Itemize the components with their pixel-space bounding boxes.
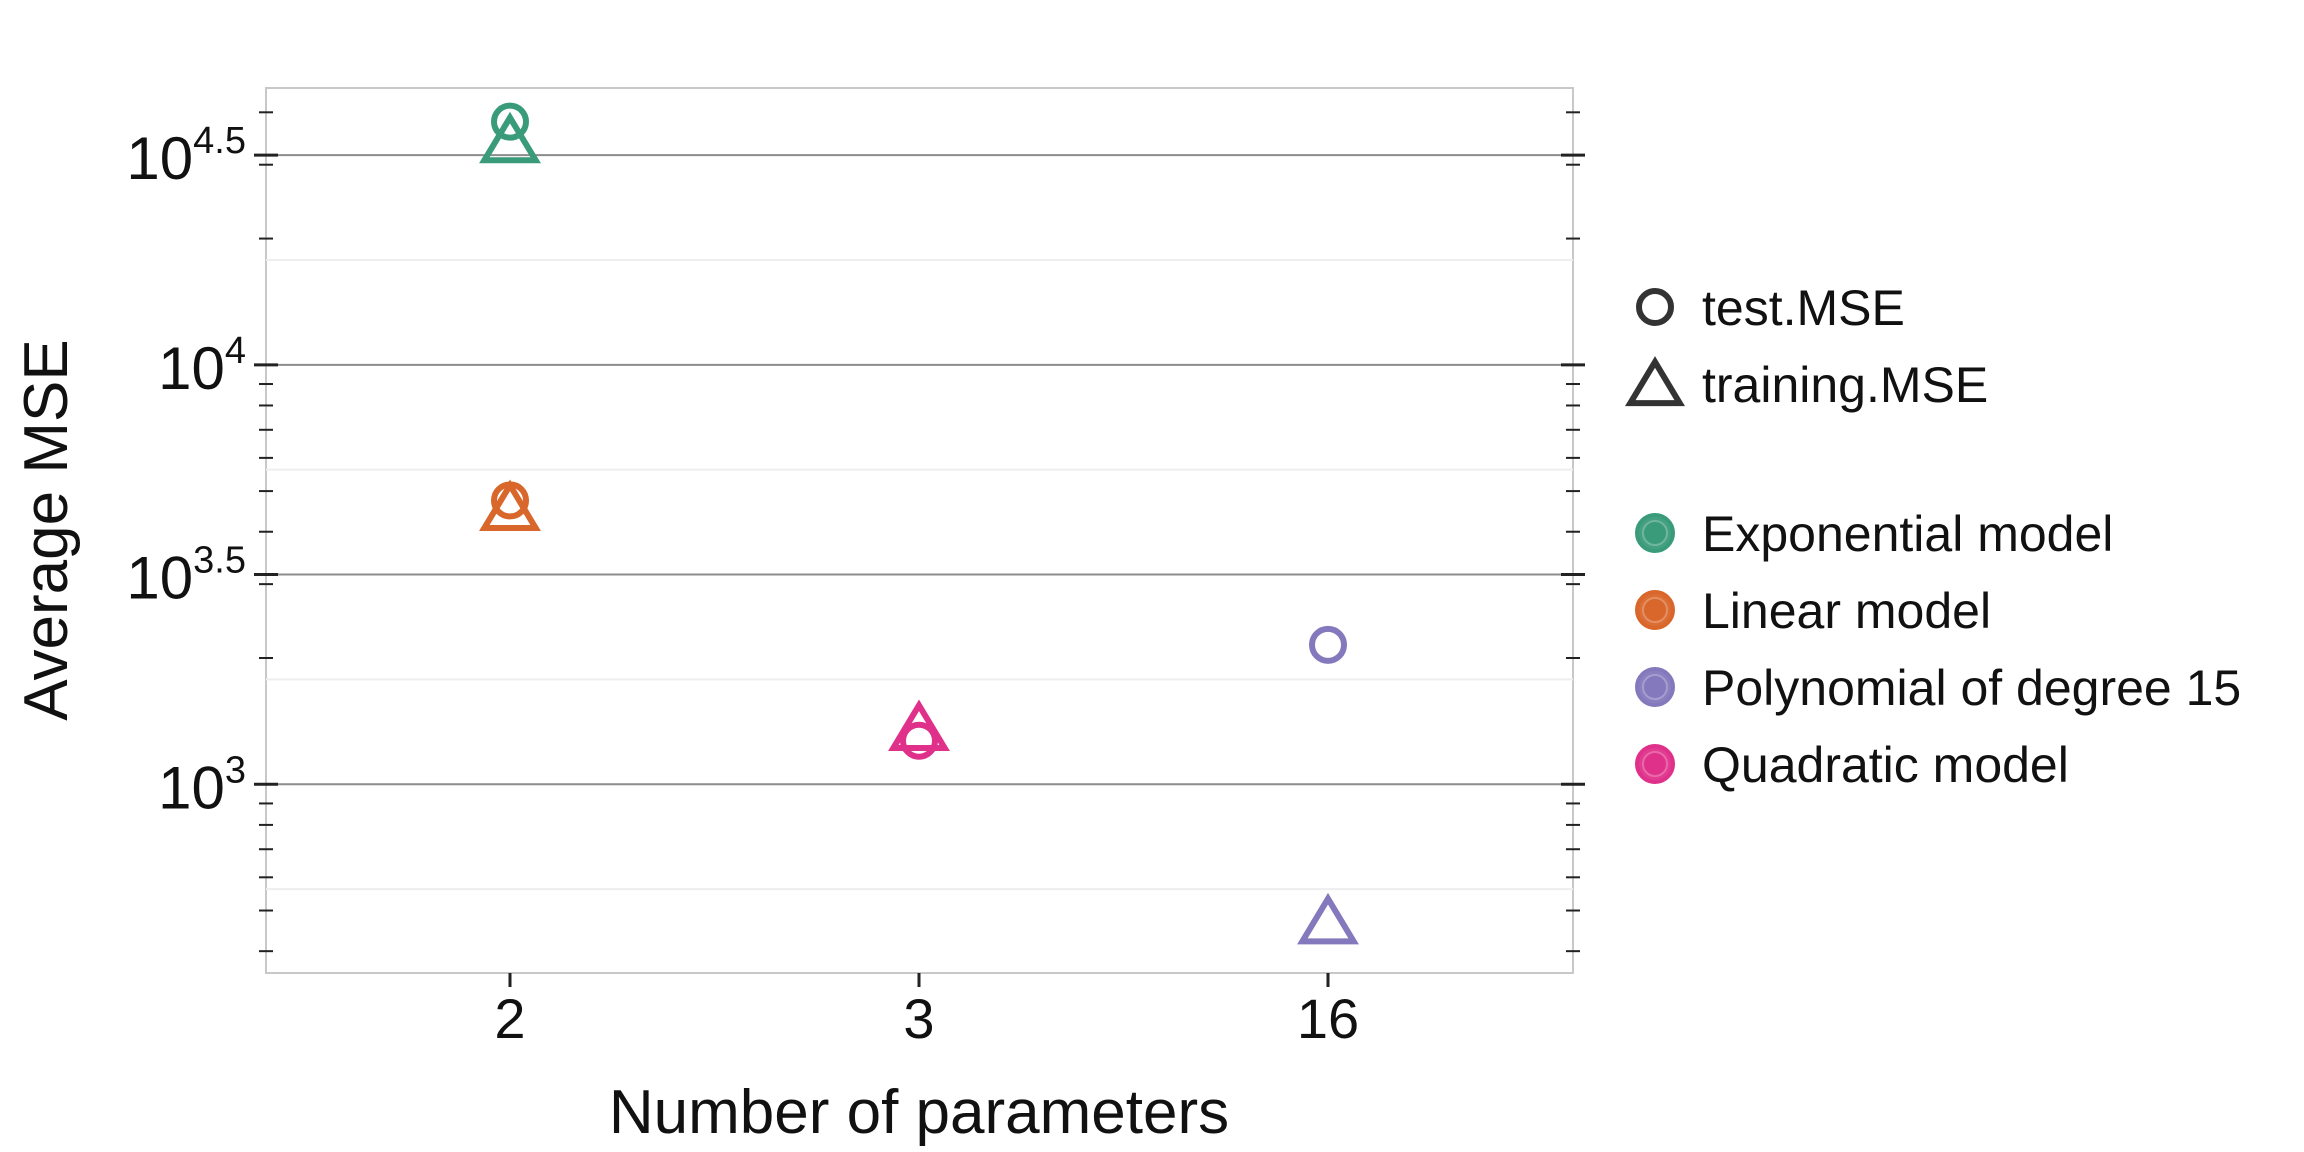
y-tick-base: 10 [126, 545, 193, 612]
data-points [479, 102, 1359, 945]
test-mse-point [900, 721, 938, 760]
legend-series-label: Linear model [1702, 583, 1991, 639]
legend-series-label: Exponential model [1702, 506, 2113, 562]
y-tick-label: 103.5 [126, 540, 246, 612]
training-mse-point [479, 111, 541, 164]
training-mse-point [888, 699, 950, 751]
x-tick-label: 3 [903, 987, 934, 1050]
test-mse-point [491, 102, 529, 141]
legend-shape-label: test.MSE [1702, 280, 1905, 336]
legend-color-swatch-inner [1642, 520, 1668, 546]
test-mse-point [1309, 625, 1347, 664]
training-mse-point [1297, 892, 1359, 945]
legend-series-label: Polynomial of degree 15 [1702, 660, 2241, 716]
y-tick-base: 10 [126, 125, 193, 192]
y-tick-base: 10 [158, 754, 225, 821]
legend-color-swatch-inner [1642, 751, 1668, 777]
y-tick-label: 103 [158, 749, 246, 821]
x-axis-title: Number of parameters [609, 1078, 1229, 1147]
x-tick-label: 2 [494, 987, 525, 1050]
y-tick-exponent: 3 [225, 749, 246, 791]
x-tick-labels: 2 3 16 [494, 987, 1359, 1050]
training-mse-point [479, 479, 541, 531]
legend-series-label: Quadratic model [1702, 737, 2069, 793]
y-tick-label: 104 [158, 330, 246, 402]
y-tick-exponent: 3.5 [193, 540, 246, 582]
y-tick-label: 104.5 [126, 120, 246, 192]
y-tick-base: 10 [158, 335, 225, 402]
plot-panel [265, 87, 1574, 974]
legend-color-swatch-inner [1642, 674, 1668, 700]
legend-shape-label: training.MSE [1702, 357, 1988, 413]
x-tick-label: 16 [1297, 987, 1359, 1050]
grid [266, 154, 1573, 891]
legend-triangle-icon [1624, 356, 1686, 407]
legend-color-swatch-inner [1642, 597, 1668, 623]
legend-circle-icon [1636, 288, 1674, 326]
legend: test.MSE training.MSE Exponential model Lin… [1624, 280, 2241, 793]
y-axis-title: Average MSE [12, 339, 81, 720]
y-tick-exponent: 4.5 [193, 120, 246, 162]
y-tick-exponent: 4 [225, 330, 246, 372]
axis-ticks [254, 111, 1585, 987]
